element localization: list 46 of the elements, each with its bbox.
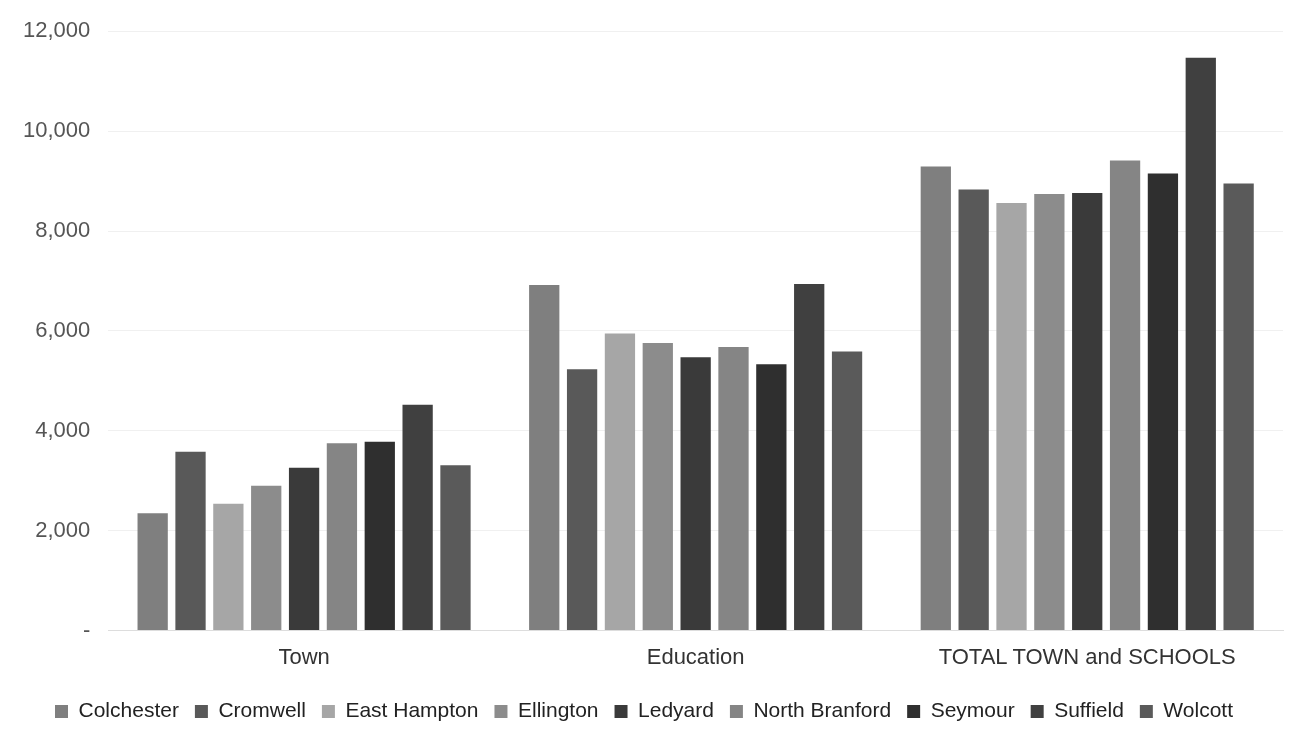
bar [831,351,863,631]
bar [251,485,282,631]
y-tick-label: 8,000 [35,217,91,243]
legend-label: Cromwell [218,698,306,722]
legend-label: Ledyard [638,698,714,722]
legend-label: Seymour [930,698,1015,722]
bar [137,513,168,631]
bar [794,283,825,631]
bar [213,503,244,631]
bar [1185,57,1216,631]
bar [529,284,560,631]
legend-label: Suffield [1054,698,1124,722]
bar [402,404,433,631]
y-tick-label: 10,000 [22,117,91,143]
bar [440,465,471,631]
y-tick-label: 12,000 [22,17,91,43]
y-tick-label: 6,000 [35,316,91,342]
y-tick-label: 4,000 [35,416,91,442]
x-tick-label: Education [646,643,745,669]
bar [1109,160,1141,631]
bar [1223,183,1254,631]
x-tick-label: TOTAL TOWN and SCHOOLS [938,643,1236,669]
legend-label: Ellington [517,698,599,722]
bar [642,342,673,631]
legend-label: Wolcott [1163,698,1234,722]
bar [1147,173,1179,631]
y-tick-label: - [82,616,91,642]
bar [996,203,1027,631]
bar [1034,194,1065,631]
bar [920,166,951,631]
bar [958,189,989,631]
bar [604,333,636,631]
legend-label: Colchester [78,698,179,722]
bar [175,451,206,631]
y-tick-label: 2,000 [35,516,91,542]
bar [756,364,787,631]
bar [1072,193,1103,631]
bar [718,346,749,631]
bar [326,443,358,631]
bar [680,357,711,631]
x-tick-label: Town [278,643,330,669]
bar [566,369,598,631]
legend-label: North Branford [753,698,892,722]
bar [364,441,395,631]
legend-label: East Hampton [345,698,479,722]
bar [288,467,320,631]
